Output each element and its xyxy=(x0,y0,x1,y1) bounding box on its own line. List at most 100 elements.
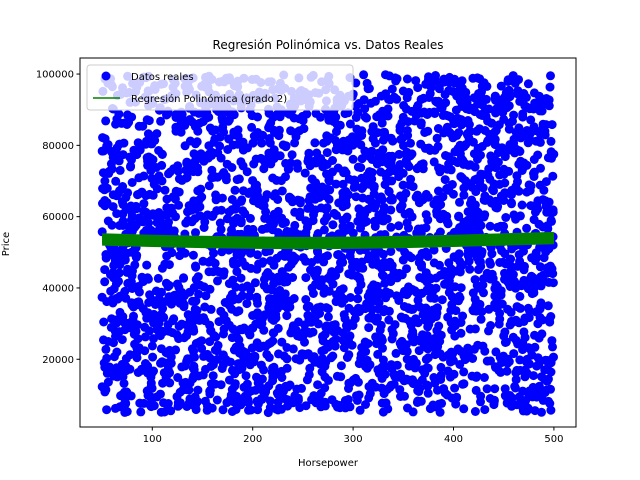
data-point xyxy=(310,138,320,148)
legend-label-line: Regresión Polinómica (grado 2) xyxy=(131,93,287,105)
data-point xyxy=(401,104,411,114)
data-point xyxy=(222,398,232,408)
data-point xyxy=(532,361,542,371)
data-point xyxy=(317,346,327,356)
data-point xyxy=(223,116,233,126)
data-point xyxy=(119,379,129,388)
data-point xyxy=(271,313,281,323)
data-point xyxy=(332,210,342,220)
data-point xyxy=(349,139,358,149)
data-point xyxy=(514,159,524,169)
data-point xyxy=(389,379,399,389)
data-point xyxy=(424,72,433,82)
data-point xyxy=(101,344,111,354)
data-point xyxy=(347,340,357,350)
data-point xyxy=(272,109,282,119)
data-point xyxy=(319,225,329,235)
data-point xyxy=(136,407,146,417)
data-point xyxy=(218,405,228,415)
data-point xyxy=(114,156,124,166)
y-tick-label: 80000 xyxy=(42,141,74,152)
data-point xyxy=(495,308,505,318)
data-point xyxy=(442,279,451,288)
data-point xyxy=(121,398,131,408)
data-point xyxy=(521,102,531,112)
data-point xyxy=(244,291,254,301)
data-point xyxy=(378,343,387,353)
data-point xyxy=(324,172,334,182)
data-point xyxy=(244,398,253,408)
data-point xyxy=(229,127,239,137)
data-point xyxy=(537,329,547,339)
data-point xyxy=(398,112,408,122)
data-point xyxy=(407,285,417,294)
data-point xyxy=(411,314,421,324)
data-point xyxy=(446,317,456,327)
data-point xyxy=(275,151,285,161)
data-point xyxy=(463,207,473,217)
data-point xyxy=(353,216,363,226)
data-point xyxy=(129,311,138,321)
data-point xyxy=(459,404,469,414)
data-point xyxy=(546,71,555,81)
data-point xyxy=(338,179,348,189)
data-point xyxy=(111,176,121,186)
data-point xyxy=(523,138,533,148)
data-point xyxy=(311,108,321,118)
data-point xyxy=(383,104,393,114)
data-point xyxy=(411,76,421,86)
data-point xyxy=(434,84,444,94)
data-point xyxy=(373,332,383,342)
data-point xyxy=(216,306,226,316)
data-point xyxy=(511,335,521,345)
x-tick-label: 300 xyxy=(344,434,363,445)
data-point xyxy=(475,257,485,267)
data-point xyxy=(395,160,405,169)
data-point xyxy=(546,405,556,415)
data-point xyxy=(530,256,540,266)
data-point xyxy=(535,262,545,272)
data-point xyxy=(119,138,129,148)
data-point xyxy=(401,188,411,198)
data-point xyxy=(360,209,370,219)
data-point xyxy=(120,407,130,417)
data-point xyxy=(351,78,361,88)
data-point xyxy=(264,108,274,118)
data-point xyxy=(163,282,173,292)
data-point xyxy=(413,83,423,93)
data-point xyxy=(514,186,524,196)
data-point xyxy=(313,254,322,264)
data-point xyxy=(472,126,482,136)
data-point xyxy=(536,163,545,173)
data-point xyxy=(207,255,216,265)
data-point xyxy=(533,319,543,329)
data-point xyxy=(385,95,395,105)
data-point xyxy=(135,145,145,155)
data-point xyxy=(541,177,551,187)
data-point xyxy=(468,73,478,83)
data-point xyxy=(144,116,154,126)
data-point xyxy=(194,337,204,347)
data-point xyxy=(157,326,167,336)
data-point xyxy=(300,337,309,347)
data-point xyxy=(546,367,556,377)
data-point xyxy=(147,367,157,377)
data-point xyxy=(414,346,424,356)
data-point xyxy=(212,395,222,405)
data-point xyxy=(515,96,525,106)
data-point xyxy=(521,395,531,405)
data-point xyxy=(357,126,367,136)
legend-box xyxy=(86,64,354,111)
data-point xyxy=(459,367,469,377)
data-point xyxy=(219,270,228,280)
data-point xyxy=(386,222,396,232)
data-point xyxy=(226,390,236,400)
data-point xyxy=(326,275,336,285)
data-point xyxy=(526,201,536,211)
data-point xyxy=(164,260,174,270)
data-point xyxy=(121,366,131,376)
data-point xyxy=(215,132,225,142)
data-point xyxy=(318,354,327,364)
data-point xyxy=(310,312,320,322)
